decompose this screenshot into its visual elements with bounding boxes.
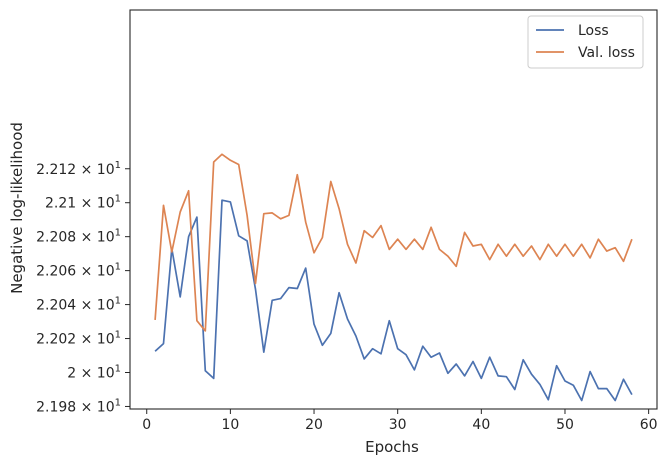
series-line-2 [154, 153, 633, 332]
x-tick-label: 10 [221, 417, 239, 433]
legend-box [527, 15, 644, 69]
x-tick-label: 60 [640, 417, 658, 433]
y-axis-label: Negative log-likelihood [8, 122, 26, 294]
x-axis-label: Epochs [365, 438, 419, 456]
y-tick-label: 2.202 × 101 [36, 330, 121, 348]
y-tick-label: 2.204 × 101 [36, 296, 121, 314]
x-tick-label: 30 [389, 417, 407, 433]
x-tick-label: 40 [472, 417, 490, 433]
y-tick-label: 2.198 × 101 [36, 397, 121, 415]
plot-area [130, 10, 657, 409]
axes-frame [129, 9, 658, 410]
y-tick-label: 2 × 101 [67, 363, 121, 381]
x-tick-label: 50 [556, 417, 574, 433]
series-layer [154, 153, 633, 402]
y-tick-label: 2.212 × 101 [36, 160, 121, 178]
y-tick-label: 2.206 × 101 [36, 262, 121, 280]
legend: Loss Val. loss [527, 15, 644, 69]
legend-label: Loss [578, 23, 609, 39]
x-tick-label: 0 [142, 417, 151, 433]
series-line-1 [154, 199, 633, 402]
legend-label: Val. loss [578, 45, 635, 61]
y-tick-label: 2.21 × 101 [45, 194, 121, 212]
y-tick-label: 2.208 × 101 [36, 228, 121, 246]
x-tick-label: 20 [305, 417, 323, 433]
axes-layer: 0 10 20 30 40 50 60 2.198 × 101 2 × 101 2.202 × 1… [36, 9, 658, 433]
